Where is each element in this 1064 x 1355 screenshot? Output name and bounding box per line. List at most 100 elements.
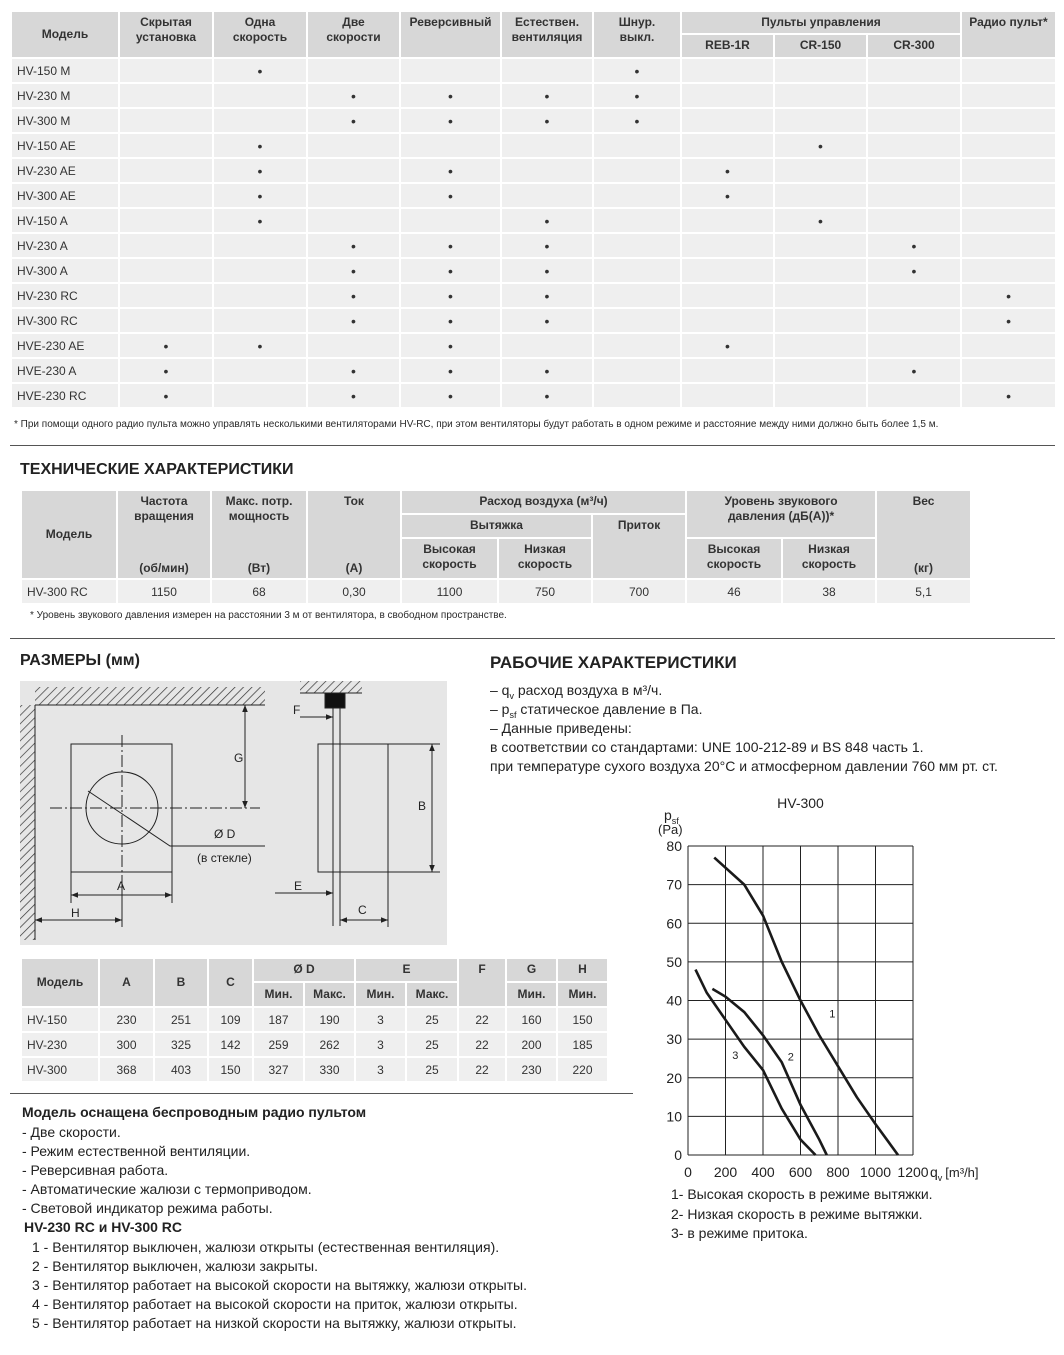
- empty-cell: [592, 182, 682, 209]
- empty-cell: [212, 107, 308, 134]
- empty-cell: [592, 307, 682, 334]
- empty-cell: [306, 207, 401, 234]
- y-axis-label: psf: [664, 807, 679, 826]
- feature-mark: •: [865, 257, 963, 284]
- value-cell: 109: [207, 1006, 254, 1033]
- drawing-label: (в стекле): [197, 851, 252, 865]
- empty-cell: [773, 107, 868, 134]
- empty-cell: [399, 132, 502, 159]
- value-cell: 750: [497, 578, 593, 605]
- empty-cell: [865, 132, 963, 159]
- header-label: Макс. потр. мощность: [225, 494, 293, 523]
- empty-cell: [773, 257, 868, 284]
- empty-cell: [212, 232, 308, 259]
- empty-cell: [680, 57, 775, 84]
- chart-caption: 3- в режиме притока.: [671, 1225, 808, 1241]
- value-cell: 368: [98, 1056, 155, 1083]
- feature-mark: •: [500, 107, 594, 134]
- value-cell: 251: [153, 1006, 209, 1033]
- header-cell: Высокая скорость: [685, 537, 784, 580]
- empty-cell: [118, 182, 214, 209]
- feature-mark: •: [399, 357, 502, 384]
- y-axis-label-sub: sf: [672, 816, 680, 826]
- empty-cell: [865, 307, 963, 334]
- value-cell: 200: [505, 1031, 559, 1058]
- value-cell: 25: [404, 1006, 460, 1033]
- feature-mark: •: [212, 182, 308, 209]
- feature-mark: •: [399, 257, 502, 284]
- sub-header-cell: Мин.: [505, 981, 559, 1008]
- model-cell: HV-300 RC: [20, 578, 118, 605]
- model-cell: HVE-230 AE: [10, 332, 120, 359]
- model-cell: HVE-230 RC: [10, 382, 120, 409]
- header-cell: Приток: [590, 513, 688, 580]
- value-cell: 68: [210, 578, 308, 605]
- note-text: – Данные приведены:: [490, 720, 632, 736]
- header-label: Ток: [344, 494, 364, 508]
- header-cell: B: [153, 957, 209, 1008]
- value-cell: 700: [590, 578, 688, 605]
- list-item: - Автоматические жалюзи с термоприводом.: [22, 1181, 312, 1197]
- note-line: – qv расход воздуха в м³/ч.: [490, 682, 662, 701]
- header-cell: Макс. потр. мощность (Вт): [210, 489, 308, 580]
- empty-cell: [500, 332, 594, 359]
- header-cell: C: [207, 957, 254, 1008]
- empty-cell: [865, 182, 963, 209]
- header-cell: Естествен. вентиляция: [500, 10, 594, 59]
- feature-mark: •: [399, 332, 502, 359]
- sub-header-cell: Макс.: [404, 981, 460, 1008]
- row: HV-230 RC • • • •: [10, 282, 1058, 309]
- list-title: Модель оснащена беспроводным радио пульт…: [22, 1104, 367, 1120]
- empty-cell: [592, 132, 682, 159]
- empty-cell: [118, 57, 214, 84]
- empty-cell: [960, 332, 1058, 359]
- empty-cell: [960, 57, 1058, 84]
- y-tick-label: 80: [666, 838, 682, 854]
- dimension-drawing: F G B Ø D (в стекле) A H E C: [20, 681, 447, 945]
- feature-mark: •: [680, 182, 775, 209]
- curve-label: 1: [829, 1008, 835, 1020]
- note-text: статическое давление в Па.: [516, 701, 703, 717]
- empty-cell: [773, 182, 868, 209]
- feature-mark: •: [399, 157, 502, 184]
- y-tick-label: 70: [666, 877, 682, 893]
- empty-cell: [960, 232, 1058, 259]
- empty-cell: [592, 232, 682, 259]
- empty-cell: [118, 282, 214, 309]
- value-cell: 1150: [116, 578, 212, 605]
- empty-cell: [118, 82, 214, 109]
- empty-cell: [960, 257, 1058, 284]
- empty-cell: [118, 207, 214, 234]
- feature-mark: •: [306, 232, 401, 259]
- empty-cell: [118, 132, 214, 159]
- list-item: 1 - Вентилятор выключен, жалюзи открыты …: [32, 1239, 500, 1255]
- value-cell: 185: [556, 1031, 610, 1058]
- empty-cell: [865, 332, 963, 359]
- sub-header-cell: Мин.: [556, 981, 610, 1008]
- value-cell: 22: [457, 1056, 508, 1083]
- header-group: E: [353, 957, 460, 983]
- header-cell: G: [505, 957, 559, 983]
- curve: [711, 987, 828, 1156]
- feature-mark: •: [399, 232, 502, 259]
- curve-label: 2: [788, 1051, 794, 1063]
- list-item: - Две скорости.: [22, 1124, 121, 1140]
- empty-cell: [592, 382, 682, 409]
- drawing-label: C: [358, 903, 367, 917]
- header-unit: (кг): [914, 561, 934, 575]
- x-tick-label: 200: [714, 1164, 738, 1180]
- header-cell: CR-150: [773, 33, 868, 59]
- header-stack: Макс. потр. мощность (Вт): [212, 494, 306, 576]
- row: HVE-230 A • • • • •: [10, 357, 1058, 384]
- header-cell: REB-1R: [680, 33, 775, 59]
- row: HV-150 AE • •: [10, 132, 1058, 159]
- row: Вытяжка Приток: [21, 513, 971, 580]
- footnote: * Уровень звукового давления измерен на …: [30, 610, 507, 621]
- empty-cell: [306, 132, 401, 159]
- row: HV-300 M • • • •: [10, 107, 1058, 134]
- header-label: Вес: [912, 494, 935, 508]
- row: HV-150 230 251 109 187 190 3 25 22 160 150: [20, 1006, 610, 1033]
- feature-mark: •: [399, 182, 502, 209]
